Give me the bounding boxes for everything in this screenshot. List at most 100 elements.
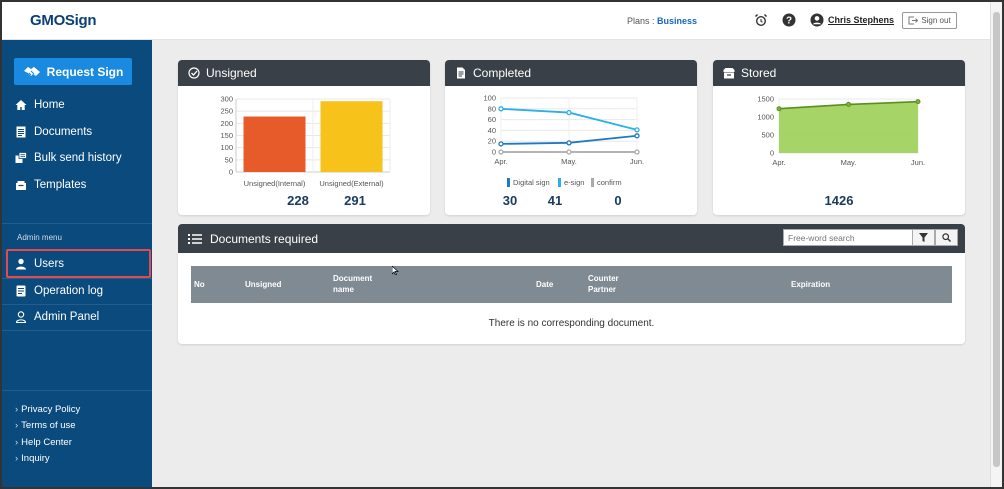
data-point xyxy=(498,106,504,112)
empty-table-message: There is no corresponding document. xyxy=(488,318,655,329)
data-point xyxy=(634,133,640,139)
chevron-right-icon: › xyxy=(15,437,19,448)
documents-required-title: Documents required xyxy=(210,231,319,246)
vertical-scrollbar[interactable] xyxy=(990,2,1002,487)
unsigned-card-header: Unsigned xyxy=(178,60,430,86)
sidebar-divider xyxy=(2,304,152,305)
archive-box-icon xyxy=(723,68,735,79)
stored-area xyxy=(779,101,918,153)
home-icon xyxy=(15,100,27,110)
plan-label: Plans : xyxy=(627,16,658,26)
app-logo[interactable]: GMOSign xyxy=(30,12,97,29)
column-expiration[interactable]: Expiration xyxy=(791,280,831,289)
inquiry-link[interactable]: › Inquiry xyxy=(15,453,50,464)
sign-out-button[interactable]: Sign out xyxy=(902,12,957,29)
legend-label: e-sign xyxy=(564,178,585,187)
sidebar-item-operation-log[interactable]: Operation log xyxy=(2,278,152,304)
y-tick-label: 100 xyxy=(220,143,233,152)
bar-internal xyxy=(243,116,306,172)
unsigned-card-title: Unsigned xyxy=(206,66,257,80)
data-point xyxy=(498,149,504,155)
alarm-clock-icon[interactable] xyxy=(754,13,768,27)
sidebar-divider xyxy=(2,330,152,331)
privacy-policy-link[interactable]: › Privacy Policy xyxy=(15,404,80,415)
sidebar-item-label: Admin Panel xyxy=(34,311,100,323)
column-unsigned[interactable]: Unsigned xyxy=(245,280,282,289)
column-label: name xyxy=(333,285,354,294)
unsigned-bar-chart: 0 50 100 150 200 250 300 Unsigned(Internal) Unsi… xyxy=(220,95,391,188)
sidebar-item-bulk-send-history[interactable]: Bulk send history xyxy=(2,145,152,171)
x-tick-label: Jun. xyxy=(630,157,644,166)
completed-card: Completed 0 20 40 60 80 100 Apr. May. Jun. Digit… xyxy=(445,60,697,215)
data-point xyxy=(566,149,572,155)
sidebar-divider xyxy=(2,390,152,391)
terms-of-use-link[interactable]: › Terms of use xyxy=(15,420,76,431)
x-tick-label: Unsigned(External) xyxy=(319,179,384,188)
sidebar-item-templates[interactable]: Templates xyxy=(2,172,152,198)
plan-info: Plans : Business xyxy=(627,16,697,26)
unsigned-internal-count: 228 xyxy=(287,193,309,208)
y-tick-label: 150 xyxy=(220,131,233,140)
user-icon xyxy=(16,258,26,270)
column-label: Document xyxy=(333,274,373,283)
free-word-search-input[interactable] xyxy=(783,229,913,246)
y-tick-label: 60 xyxy=(488,115,496,124)
column-date[interactable]: Date xyxy=(536,280,554,289)
y-tick-label: 80 xyxy=(488,104,496,113)
column-no[interactable]: No xyxy=(194,280,205,289)
y-tick-label: 0 xyxy=(229,168,233,177)
request-sign-label: Request Sign xyxy=(46,64,124,79)
legend-label: confirm xyxy=(597,178,622,187)
data-point xyxy=(915,99,921,105)
user-name-link[interactable]: Chris Stephens xyxy=(828,15,895,25)
footer-link-label: Help Center xyxy=(21,437,72,448)
x-tick-label: Apr. xyxy=(494,157,507,166)
x-tick-label: Jun. xyxy=(911,158,925,167)
stored-card: Stored 0 500 1000 1500 Apr. May. Jun. 1426 xyxy=(713,60,965,215)
column-label: Partner xyxy=(588,285,617,294)
top-bar: GMOSign Plans : Business ? Chris Stephen… xyxy=(2,2,990,40)
search-icon xyxy=(942,233,951,242)
filter-icon xyxy=(919,233,928,242)
stored-card-title: Stored xyxy=(741,66,777,80)
bulk-send-icon xyxy=(15,152,27,163)
admin-menu-label: Admin menu xyxy=(17,233,62,242)
x-tick-label: Apr. xyxy=(772,158,785,167)
footer-link-label: Privacy Policy xyxy=(21,404,81,415)
y-tick-label: 500 xyxy=(761,131,774,140)
sidebar-item-documents[interactable]: Documents xyxy=(2,119,152,145)
footer-link-label: Inquiry xyxy=(21,453,50,464)
legend-e-sign: e-sign xyxy=(558,178,584,187)
y-tick-label: 250 xyxy=(220,107,233,116)
list-icon xyxy=(188,233,202,244)
unsigned-card: Unsigned 0 50 100 150 200 250 300 Unsigned(Inte… xyxy=(178,60,430,215)
digital-sign-count: 30 xyxy=(502,193,518,208)
help-icon[interactable]: ? xyxy=(782,13,796,27)
mouse-cursor-icon xyxy=(392,266,399,275)
sidebar-item-admin-panel[interactable]: Admin Panel xyxy=(2,304,152,330)
sidebar-item-label: Bulk send history xyxy=(34,152,122,164)
search-button[interactable] xyxy=(935,229,958,246)
stored-card-header: Stored xyxy=(713,60,965,86)
y-tick-label: 20 xyxy=(488,137,496,146)
y-tick-label: 40 xyxy=(488,126,496,135)
handshake-icon xyxy=(23,66,40,76)
legend-confirm: confirm xyxy=(591,178,622,187)
filter-button[interactable] xyxy=(912,229,935,246)
data-point xyxy=(846,101,851,107)
bar-external xyxy=(320,101,383,172)
completed-card-title: Completed xyxy=(473,66,532,80)
legend-label: Digital sign xyxy=(513,178,550,187)
sidebar-item-home[interactable]: Home xyxy=(2,92,152,118)
request-sign-button[interactable]: Request Sign xyxy=(14,58,132,85)
sidebar-item-label: Operation log xyxy=(34,285,104,297)
e-sign-count: 41 xyxy=(547,193,563,208)
sidebar-item-users[interactable]: Users xyxy=(2,251,152,277)
data-point xyxy=(498,141,504,147)
x-tick-label: May. xyxy=(561,157,577,166)
users-highlight-box xyxy=(6,249,151,278)
confirm-count: 0 xyxy=(614,193,622,208)
help-center-link[interactable]: › Help Center xyxy=(15,437,72,448)
scrollbar-thumb[interactable] xyxy=(993,12,1000,467)
